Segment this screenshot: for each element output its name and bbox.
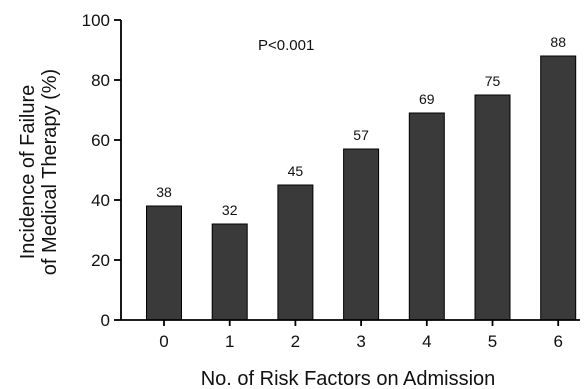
y-tick-label: 40 xyxy=(91,191,110,210)
data-label: 75 xyxy=(485,73,501,89)
x-tick-label: 0 xyxy=(159,332,168,351)
data-label: 57 xyxy=(353,127,369,143)
y-tick-label: 100 xyxy=(82,11,110,30)
y-tick-label: 20 xyxy=(91,251,110,270)
x-tick-label: 1 xyxy=(225,332,234,351)
x-tick-label: 3 xyxy=(356,332,365,351)
y-axis-title: Incidence of Failure of Medical Therapy … xyxy=(17,69,61,275)
bar xyxy=(540,55,577,321)
bar xyxy=(146,205,182,321)
y-tick-label: 80 xyxy=(91,71,110,90)
x-axis-ticks: 0 1 2 3 4 5 6 xyxy=(159,320,563,351)
x-tick-label: 4 xyxy=(422,332,431,351)
y-tick-label: 0 xyxy=(101,311,110,330)
bar xyxy=(408,112,445,321)
bars-group xyxy=(146,55,577,321)
data-label: 45 xyxy=(288,163,304,179)
x-axis-title: No. of Risk Factors on Admission xyxy=(201,368,496,389)
bar xyxy=(277,184,314,321)
y-tick-label: 60 xyxy=(91,131,110,150)
data-labels-group: 38 32 45 57 69 75 88 xyxy=(156,34,566,218)
x-tick-label: 6 xyxy=(553,332,562,351)
bar xyxy=(343,148,380,321)
x-tick-label: 5 xyxy=(488,332,497,351)
bar xyxy=(474,94,511,321)
y-axis-title-line-1: Incidence of Failure xyxy=(17,85,39,260)
data-label: 88 xyxy=(550,34,566,50)
data-label: 69 xyxy=(419,91,435,107)
data-label: 32 xyxy=(222,202,238,218)
data-label: 38 xyxy=(156,184,172,200)
bar xyxy=(211,223,248,321)
x-tick-label: 2 xyxy=(291,332,300,351)
y-axis-ticks: 0 20 40 60 80 100 xyxy=(82,11,121,330)
p-value-annotation: P<0.001 xyxy=(258,37,314,54)
y-axis-title-line-2: of Medical Therapy (%) xyxy=(39,69,61,275)
